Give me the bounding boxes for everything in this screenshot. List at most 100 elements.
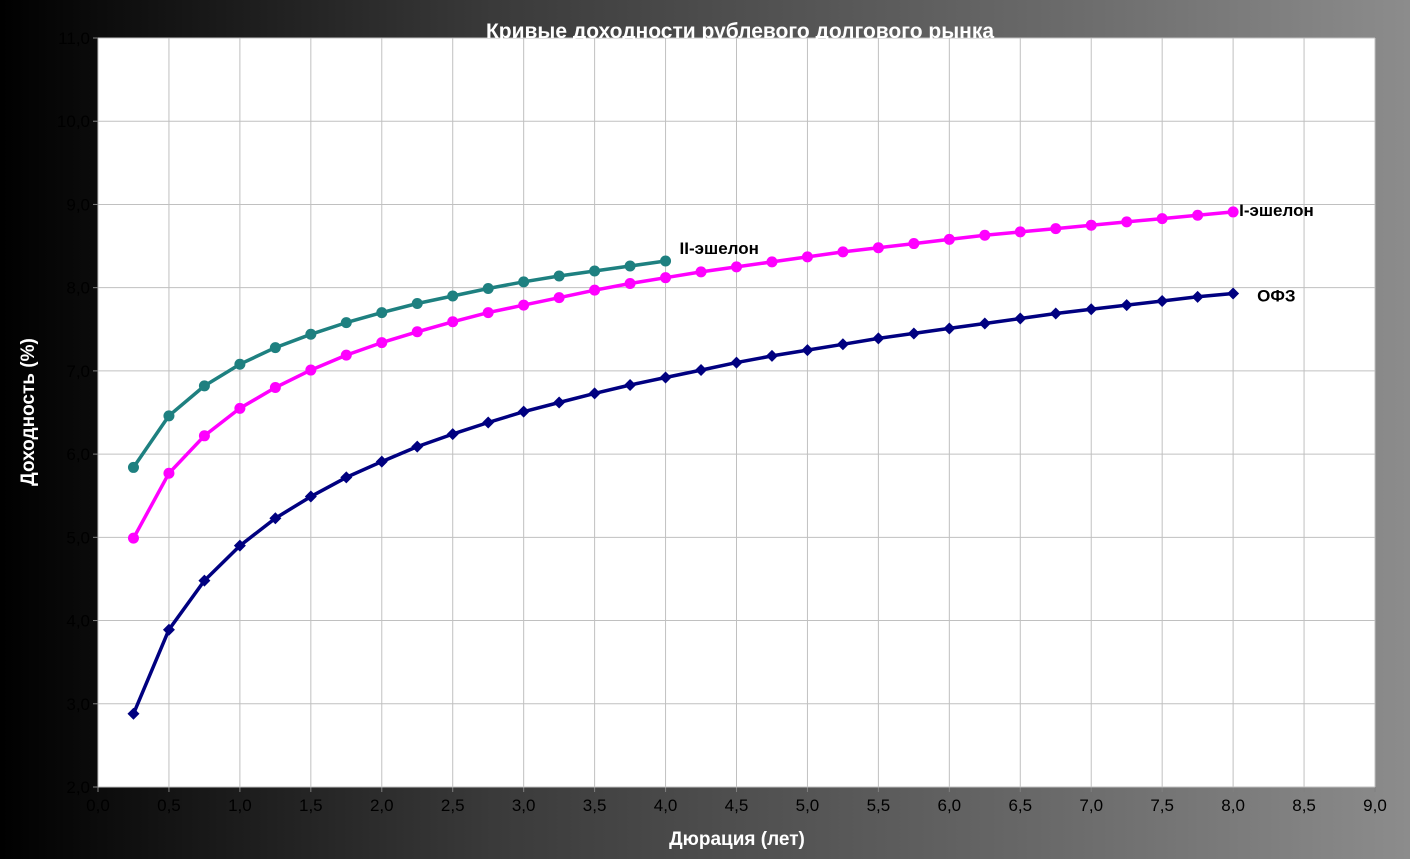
x-tick-label: 5,5 [867,796,891,815]
series-1 [127,255,672,473]
series-1-point [660,255,672,267]
series-3-point [801,344,814,357]
y-tick-label: 5,0 [66,528,90,547]
series-3-point [340,471,353,484]
x-tick-label: 3,5 [583,796,607,815]
series-3 [127,287,1240,720]
series-2-point [731,261,742,273]
x-axis-title: Дюрация (лет) [669,829,805,850]
series-3-point [375,455,388,468]
series-3-point [553,396,566,409]
series-2 [127,206,1239,544]
x-tick-label: 8,0 [1221,796,1245,815]
series-1-point [447,290,459,302]
series-1-point [198,380,210,392]
series-3-point [659,371,672,384]
series-3-point [730,356,743,369]
x-tick-label: 0,5 [157,796,181,815]
series-3-label: ОФЗ [1257,286,1295,305]
series-3-point [1120,299,1133,312]
y-axis-title: Доходность (%) [18,338,39,486]
x-tick-label: 9,0 [1363,796,1387,815]
series-3-point [1014,312,1027,325]
series-3-point [482,416,495,429]
x-tick-label: 6,0 [938,796,962,815]
series-2-point [943,233,955,245]
y-tick-label: 11,0 [58,29,90,48]
series-2-point [1085,219,1097,231]
x-tick-label: 3,0 [512,796,536,815]
series-3-point [304,490,317,503]
series-labels: II-эшелон I-эшелон ОФЗ [680,201,1314,306]
series-2-line [131,210,1234,540]
x-tick-label: 7,5 [1150,796,1174,815]
y-tick-label: 4,0 [66,612,90,631]
series-3-point [1156,294,1169,307]
y-tick-label: 2,0 [66,778,90,797]
series-3-point [1191,290,1204,303]
grid-lines [93,37,1376,792]
series-3-line [131,291,1234,715]
series-3-point [872,332,885,345]
series-2-point [979,229,991,241]
series-2-point [1121,216,1133,228]
series-2-point [1227,206,1239,218]
series-2-point [198,430,210,442]
series-1-point [269,342,281,354]
x-tick-label: 8,5 [1292,796,1316,815]
series-2-point [1192,209,1204,221]
series-3-point [233,539,246,552]
series-3-point [1049,307,1062,320]
y-tick-label: 3,0 [66,695,90,714]
series-3-point [588,387,601,400]
series-3-point [411,440,424,453]
series-2-label: I-эшелон [1239,201,1314,220]
series-1-point [624,260,636,272]
series-3-point [127,707,140,720]
x-tick-label: 1,0 [228,796,252,815]
series-layer [127,206,1240,720]
series-3-point [198,574,211,587]
series-2-point [411,326,423,338]
y-tick-label: 6,0 [66,445,90,464]
series-1-point [518,276,530,288]
series-3-point [765,349,778,362]
series-2-point [305,364,317,376]
series-3-point [162,623,175,636]
series-2-point [589,284,601,296]
x-tick-label: 4,5 [725,796,749,815]
series-2-point [624,278,636,290]
y-tick-label: 8,0 [66,279,90,298]
series-3-point [943,322,956,335]
series-1-line [132,259,666,469]
series-2-point [163,467,175,479]
x-tick-label: 5,0 [796,796,820,815]
series-2-point [695,266,707,278]
series-2-point [269,382,281,394]
x-tick-label: 0,0 [86,796,110,815]
series-1-point [411,297,423,309]
y-tick-label: 9,0 [66,195,90,214]
series-1-point [163,410,175,422]
x-tick-label: 1,5 [299,796,323,815]
series-2-point [1156,213,1168,225]
series-2-point [908,238,920,250]
series-3-point [695,364,708,377]
tick-labels: 0,0 0,5 1,0 1,5 2,0 2,5 3,0 3,5 4,0 4,5 5,0 5,5 6,0 6… [57,29,1387,815]
series-2-point [518,299,530,311]
series-3-point [624,379,637,392]
series-1-point [482,282,494,294]
series-2-point [1014,226,1026,238]
series-1-point [340,317,352,329]
series-3-point [446,428,459,441]
series-1-point [589,265,601,277]
series-2-point [447,316,459,328]
series-2-point [801,251,813,263]
x-tick-label: 7,0 [1079,796,1103,815]
x-tick-label: 6,5 [1008,796,1032,815]
series-2-point [837,246,849,258]
series-1-point [553,270,565,282]
series-2-point [376,337,388,349]
series-1-point [376,307,388,319]
